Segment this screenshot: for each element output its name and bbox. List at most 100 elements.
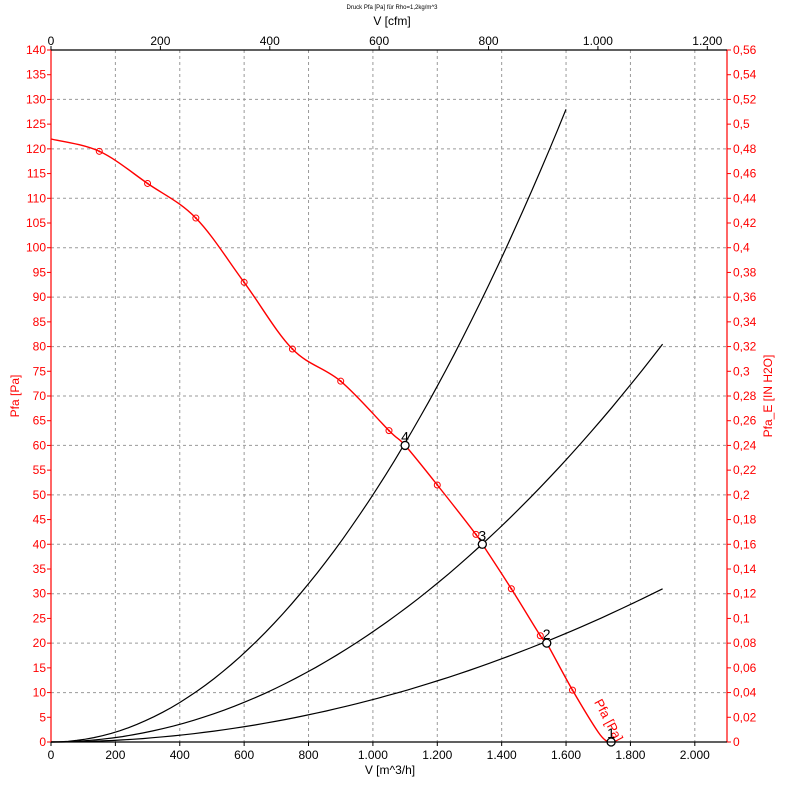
left-tick-label: 45 xyxy=(33,513,47,527)
right-tick-label: 0,54 xyxy=(733,68,757,82)
right-tick-label: 0,08 xyxy=(733,636,757,650)
right-tick-label: 0,2 xyxy=(733,488,750,502)
right-tick-label: 0,28 xyxy=(733,389,757,403)
operating-point-label: 2 xyxy=(543,626,551,642)
bottom-tick-label: 400 xyxy=(170,748,190,762)
bottom-tick-label: 600 xyxy=(234,748,254,762)
measurement-marker-dot xyxy=(194,217,197,220)
left-axis-label: Pfa [Pa] xyxy=(8,375,22,418)
system-curve xyxy=(50,343,664,743)
measurement-marker-dot xyxy=(436,483,439,486)
right-axis-label: Pfa_E [IN H2O] xyxy=(761,355,775,438)
left-tick-label: 100 xyxy=(26,241,46,255)
measurement-marker-dot xyxy=(510,587,513,590)
top-tick-label: 800 xyxy=(479,34,499,48)
bottom-axis-label: V [m^3/h] xyxy=(365,763,415,777)
fan-curve-line xyxy=(50,138,609,743)
top-tick-label: 1.200 xyxy=(692,34,722,48)
left-tick-label: 60 xyxy=(33,438,47,452)
left-tick-label: 75 xyxy=(33,364,47,378)
measurement-marker xyxy=(144,179,152,187)
right-tick-label: 0,02 xyxy=(733,710,757,724)
measurement-marker xyxy=(507,585,515,593)
measurement-marker xyxy=(240,278,248,286)
system-curve xyxy=(51,588,663,743)
left-tick-label: 55 xyxy=(33,463,47,477)
right-tick-label: 0,4 xyxy=(733,241,750,255)
bottom-tick-label: 1.800 xyxy=(615,748,645,762)
operating-point-label: 3 xyxy=(478,527,486,543)
measurement-marker xyxy=(385,427,393,435)
left-tick-label: 130 xyxy=(26,92,46,106)
grid-lines xyxy=(51,49,727,742)
chart-title: Druck Pfa [Pa] für Rho=1,2kg/m^3 xyxy=(346,5,438,11)
right-tick-label: 0,48 xyxy=(733,142,757,156)
right-tick-label: 0,12 xyxy=(733,587,757,601)
system-curve xyxy=(50,109,567,743)
measurement-marker xyxy=(288,345,296,353)
right-tick-label: 0,26 xyxy=(733,414,757,428)
measurement-marker xyxy=(568,686,576,694)
measurement-marker-dot xyxy=(339,380,342,383)
operating-points: 1 2 3 4 xyxy=(400,428,616,747)
measurement-marker xyxy=(337,377,345,385)
left-tick-label: 40 xyxy=(33,537,47,551)
system-curves xyxy=(50,109,664,743)
axes xyxy=(47,46,731,746)
measurement-marker-dot xyxy=(243,281,246,284)
operating-point-marker xyxy=(477,539,488,549)
bottom-tick-label: 1.600 xyxy=(551,748,581,762)
left-tick-label: 135 xyxy=(26,68,46,82)
left-tick-label: 110 xyxy=(27,191,46,205)
bottom-tick-label: 2.000 xyxy=(680,748,710,762)
right-tick-label: 0,04 xyxy=(733,686,757,700)
right-tick-label: 0,56 xyxy=(733,43,757,57)
measurement-marker-dot xyxy=(474,533,477,536)
right-tick-label: 0,36 xyxy=(733,290,757,304)
top-tick-label: 1.000 xyxy=(583,34,613,48)
bottom-tick-label: 200 xyxy=(105,748,125,762)
measurement-marker xyxy=(95,147,103,155)
right-tick-label: 0,3 xyxy=(733,364,750,378)
top-tick-label: 0 xyxy=(48,34,55,48)
right-tick-label: 0,32 xyxy=(733,340,757,354)
right-tick-label: 0,18 xyxy=(733,513,757,527)
right-tick-label: 0,22 xyxy=(733,463,757,477)
top-tick-label: 400 xyxy=(260,34,280,48)
left-tick-label: 5 xyxy=(39,710,46,724)
right-tick-label: 0,24 xyxy=(733,438,757,452)
top-axis-label: V [cfm] xyxy=(373,14,410,28)
bottom-tick-label: 800 xyxy=(299,748,319,762)
right-tick-label: 0,52 xyxy=(733,92,757,106)
bottom-tick-label: 1.000 xyxy=(358,748,388,762)
left-tick-label: 125 xyxy=(26,117,46,131)
right-tick-label: 0 xyxy=(733,735,740,749)
left-tick-label: 70 xyxy=(33,389,47,403)
right-tick-label: 0,16 xyxy=(733,537,757,551)
right-tick-label: 0,46 xyxy=(733,167,757,181)
operating-point-marker xyxy=(542,638,552,648)
measurement-marker xyxy=(433,481,441,489)
right-tick-label: 0,38 xyxy=(733,265,757,279)
right-tick-label: 0,44 xyxy=(733,191,757,205)
left-tick-label: 50 xyxy=(33,488,47,502)
measurement-marker xyxy=(536,632,544,640)
left-tick-label: 35 xyxy=(33,562,47,576)
left-tick-label: 115 xyxy=(27,167,46,181)
left-tick-label: 15 xyxy=(33,661,47,675)
bottom-tick-label: 1.200 xyxy=(422,748,452,762)
operating-point-label: 1 xyxy=(607,725,615,741)
measurement-marker xyxy=(472,530,480,538)
measurement-marker-dot xyxy=(146,182,149,185)
left-tick-label: 90 xyxy=(33,290,47,304)
left-tick-label: 105 xyxy=(26,216,46,230)
measurement-marker-dot xyxy=(539,634,542,637)
left-tick-label: 10 xyxy=(33,686,47,700)
operating-point-marker xyxy=(400,440,410,451)
right-tick-label: 0,1 xyxy=(733,611,750,625)
right-tick-label: 0,34 xyxy=(733,315,757,329)
left-tick-label: 25 xyxy=(33,611,47,625)
right-tick-label: 0,42 xyxy=(733,216,757,230)
top-tick-label: 200 xyxy=(150,34,170,48)
